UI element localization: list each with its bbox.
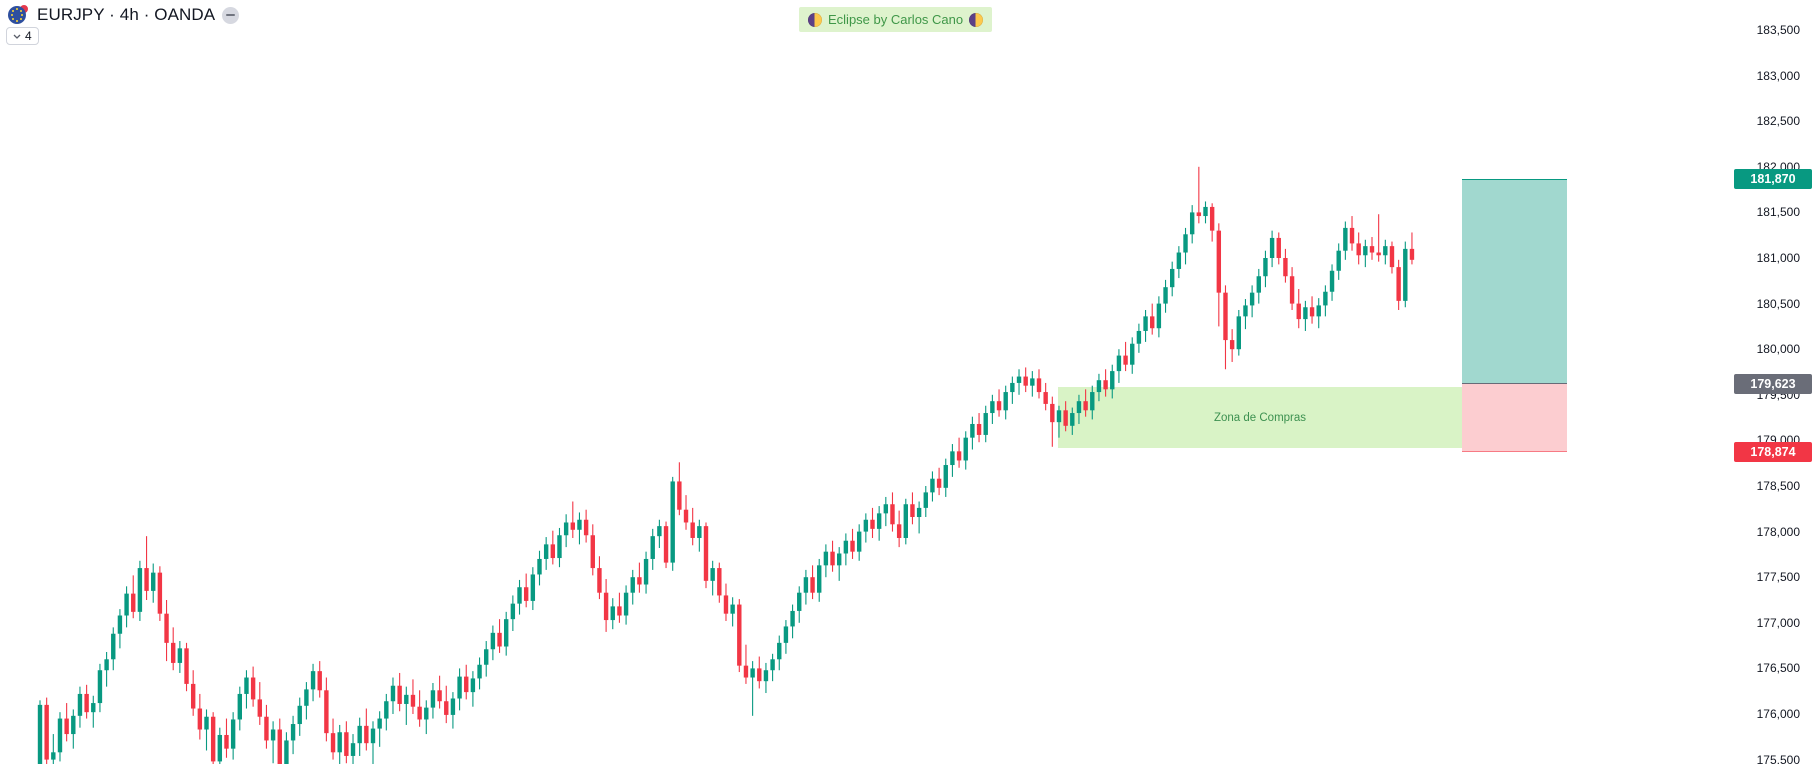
moon-eclipse-icon: [969, 12, 984, 27]
entry-price-tag: 179,623: [1734, 373, 1812, 394]
eclipse-banner-text: Eclipse by Carlos Cano: [828, 12, 964, 27]
symbol-pair-icon: [8, 4, 30, 25]
position-loss-box[interactable]: [1462, 383, 1567, 452]
axis-tick-label: 178,000: [1756, 524, 1800, 539]
chevron-down-icon: [13, 34, 21, 39]
axis-tick-label: 182,500: [1756, 114, 1800, 129]
eur-flag-icon: [8, 6, 26, 24]
axis-tick-label: 175,500: [1756, 752, 1800, 764]
interval-dropdown-button[interactable]: 4: [6, 27, 39, 45]
axis-tick-label: 180,000: [1756, 342, 1800, 357]
position-profit-box[interactable]: [1462, 178, 1567, 384]
axis-tick-label: 176,000: [1756, 707, 1800, 721]
price-axis[interactable]: 183,500 183,000 182,500 182,000 181,500 181,0…: [1734, 0, 1812, 764]
buy-zone-label: Zona de Compras: [1213, 412, 1307, 425]
axis-tick-label: 178,500: [1756, 479, 1800, 493]
axis-tick-label: 181,500: [1756, 205, 1800, 220]
axis-tick-label: 176,500: [1756, 661, 1800, 676]
symbol-legend[interactable]: EURJPY · 4h · OANDA: [8, 4, 240, 25]
moon-eclipse-icon: [808, 12, 822, 27]
hide-indicator-button[interactable]: [222, 6, 240, 24]
axis-tick-label: 181,000: [1756, 251, 1800, 265]
interval-value: 4: [25, 29, 32, 43]
minus-icon: [226, 14, 236, 16]
axis-tick-label: 177,000: [1756, 615, 1800, 630]
symbol-title[interactable]: EURJPY · 4h · OANDA: [37, 5, 216, 24]
target-price-tag: 181,870: [1734, 168, 1812, 189]
axis-tick-label: 183,500: [1756, 23, 1800, 37]
axis-tick-label: 177,500: [1756, 570, 1800, 585]
eclipse-banner: Eclipse by Carlos Cano: [799, 7, 993, 32]
axis-tick-label: 180,500: [1756, 296, 1800, 311]
stop-price-tag: 178,874: [1734, 441, 1812, 462]
axis-tick-label: 183,000: [1756, 68, 1800, 83]
buy-zone-rectangle[interactable]: Zona de Compras: [1058, 386, 1462, 448]
